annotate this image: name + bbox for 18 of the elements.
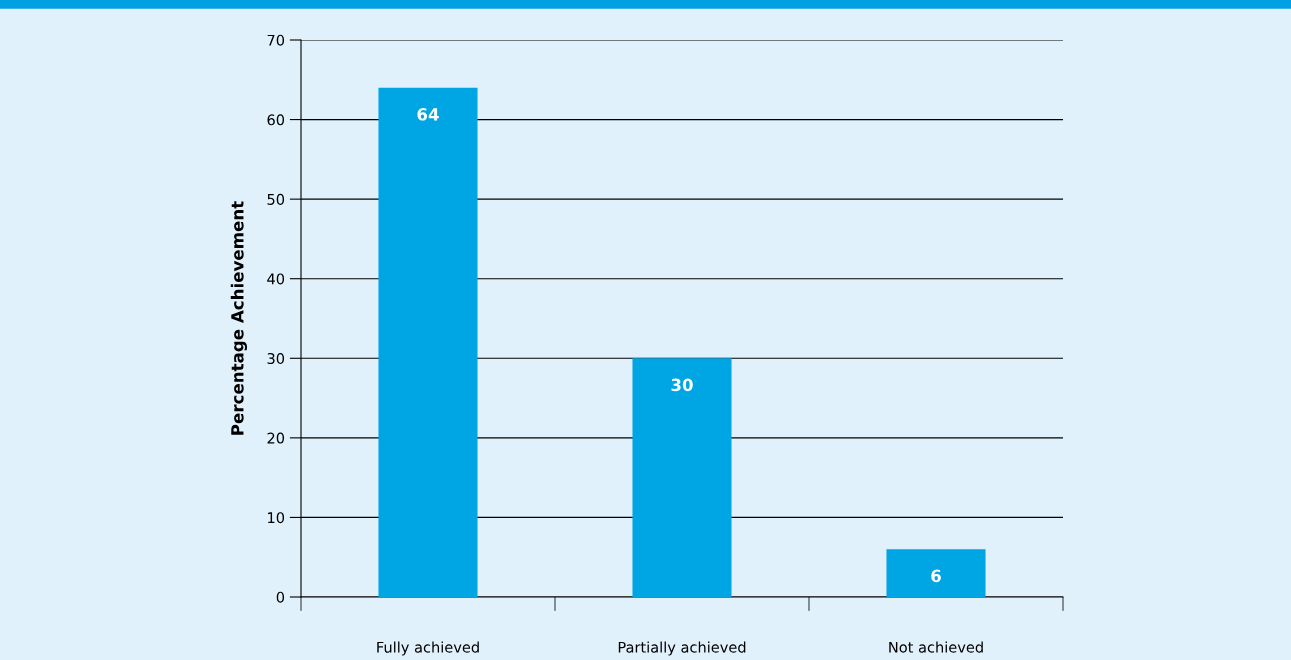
x-tick-label: Not achieved: [889, 641, 983, 653]
x-tick-label: Partially achieved: [618, 641, 746, 656]
y-axis-title: Percentage Achievement: [230, 201, 248, 435]
x-tick-label: Fully achieved: [377, 641, 479, 656]
y-tick-label: 60: [267, 114, 285, 126]
data-label: 6: [931, 569, 941, 583]
y-tick-label: 0: [276, 591, 285, 603]
y-tick-label: 50: [267, 193, 285, 205]
y-tick-label: 70: [267, 34, 285, 46]
y-tick-label: 20: [267, 432, 285, 444]
bar: [378, 87, 478, 597]
y-tick-label: 40: [267, 273, 285, 285]
y-tick-label: 30: [267, 353, 285, 365]
y-tick-label: 10: [268, 512, 285, 524]
data-label: 30: [671, 378, 693, 392]
bar: [632, 358, 732, 597]
data-label: 64: [417, 108, 439, 121]
bar: [886, 549, 986, 597]
